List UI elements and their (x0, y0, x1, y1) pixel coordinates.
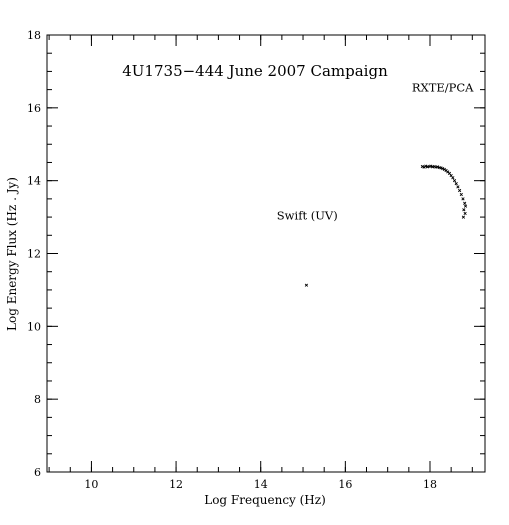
data-point (429, 164, 433, 168)
y-tick-label: 6 (34, 466, 41, 479)
y-tick-label: 8 (34, 393, 41, 406)
data-point (463, 204, 468, 208)
data-point (424, 164, 428, 168)
data-point (441, 167, 445, 171)
y-tick-label: 18 (27, 29, 41, 42)
plot-frame (46, 34, 486, 473)
y-tick-label: 12 (27, 248, 41, 261)
x-tick-label: 18 (423, 478, 437, 491)
data-point (463, 201, 467, 205)
data-point (439, 166, 443, 170)
data-points (304, 164, 468, 287)
x-tick-label: 16 (338, 478, 352, 491)
x-tick-label: 14 (254, 478, 268, 491)
x-axis-label: Log Frequency (Hz) (204, 493, 326, 507)
data-point (459, 192, 463, 197)
data-point (304, 283, 309, 287)
annotation-label: Swift (UV) (277, 209, 338, 223)
axes-frame (46, 34, 486, 473)
data-point (432, 164, 436, 169)
minor-ticks (47, 34, 485, 473)
chart-title: 4U1735−444 June 2007 Campaign (122, 62, 388, 80)
data-point (461, 197, 465, 201)
data-point (452, 179, 457, 183)
data-point (457, 188, 462, 193)
x-tick-label: 12 (169, 478, 183, 491)
data-point (461, 215, 466, 219)
major-ticks (47, 34, 485, 473)
data-point (420, 164, 424, 169)
y-tick-label: 16 (27, 102, 41, 115)
data-point (454, 181, 458, 186)
y-tick-label: 14 (27, 175, 41, 188)
y-tick-label: 10 (27, 320, 41, 333)
data-point (456, 185, 460, 189)
y-axis-label: Log Energy Flux (Hz . Jy) (5, 177, 19, 331)
x-tick-label: 10 (84, 478, 98, 491)
tick-labels: 10 12 14 16 18 6 8 10 12 14 16 18 (27, 29, 437, 491)
data-point (435, 165, 440, 169)
data-point (463, 211, 467, 216)
data-point (451, 176, 455, 180)
annotations: RXTE/PCA Swift (UV) (277, 80, 474, 222)
data-point (462, 208, 466, 212)
annotation-label: RXTE/PCA (412, 80, 474, 94)
